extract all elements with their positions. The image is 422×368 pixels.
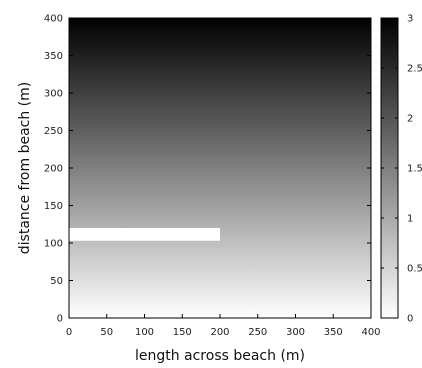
x-tick-label: 100	[135, 327, 154, 338]
colorbar-tick-label: 2.5	[407, 64, 422, 75]
x-tick-label: 350	[324, 327, 343, 338]
overlay-layer	[69, 228, 220, 241]
y-tick-label: 100	[44, 239, 63, 250]
y-tick-label: 50	[50, 276, 63, 287]
colorbar-tick-label: 2	[407, 114, 413, 125]
y-tick-label: 150	[44, 201, 63, 212]
x-axis: 0 50 100 150 200 250 300 350 400	[66, 18, 381, 338]
x-tick-label: 200	[210, 327, 229, 338]
colorbar-tick-label: 0.5	[407, 264, 422, 275]
overlay-bar	[69, 228, 220, 241]
y-tick-label: 200	[44, 164, 63, 175]
y-tick-label: 350	[44, 51, 63, 62]
x-tick-label: 0	[66, 327, 72, 338]
colorbar: 0 0.5 1 1.5 2 2.5 3	[380, 14, 422, 325]
y-axis-title: distance from beach (m)	[17, 82, 33, 254]
y-tick-label: 250	[44, 126, 63, 137]
x-tick-label: 50	[100, 327, 113, 338]
x-tick-label: 250	[248, 327, 267, 338]
heatmap-field	[69, 18, 371, 318]
colorbar-tick-label: 1.5	[407, 164, 422, 175]
x-tick-label: 300	[286, 327, 305, 338]
y-tick-label: 300	[44, 89, 63, 100]
colorbar-tick-label: 0	[407, 314, 413, 325]
x-axis-title: length across beach (m)	[135, 348, 305, 364]
x-tick-label: 400	[361, 327, 380, 338]
colorbar-tick-label: 1	[407, 214, 413, 225]
plot-area	[69, 18, 371, 318]
y-axis: 0 50 100 150 200 250 300 350 400	[44, 14, 371, 325]
x-tick-label: 150	[173, 327, 192, 338]
y-tick-label: 0	[57, 314, 63, 325]
y-tick-label: 400	[44, 14, 63, 25]
colorbar-tick-label: 3	[407, 14, 413, 25]
